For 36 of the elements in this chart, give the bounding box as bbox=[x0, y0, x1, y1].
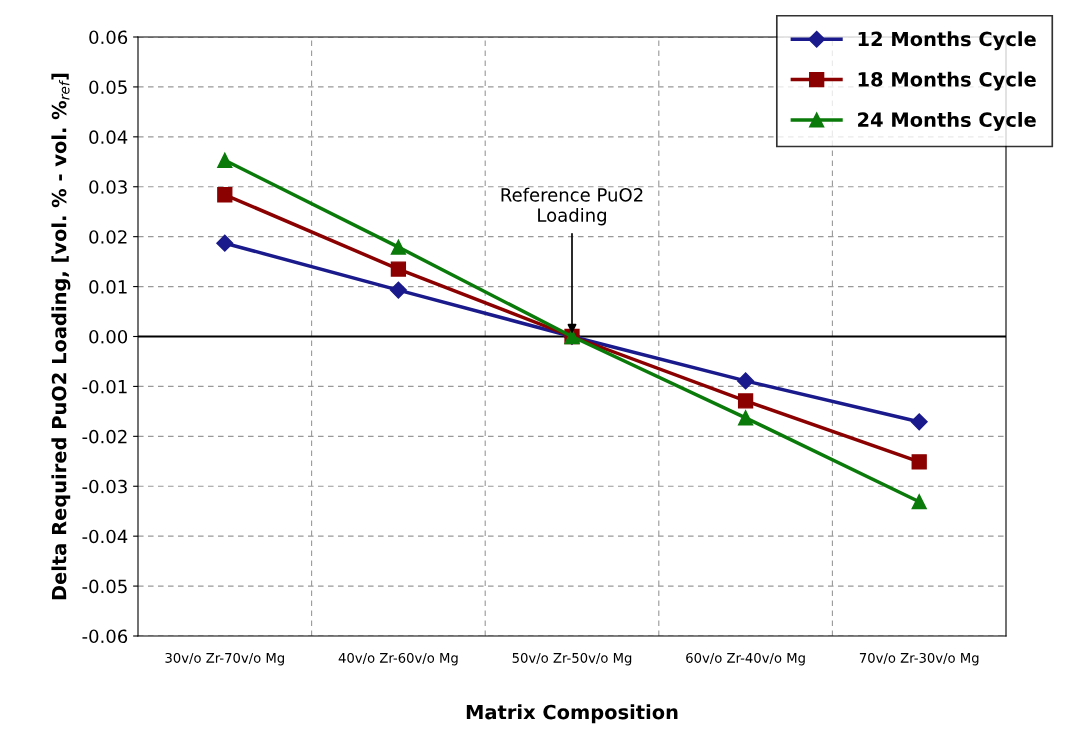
y-axis-title: Delta Required PuO2 Loading, [vol. % - vol. %$_{ref}$] bbox=[51, 73, 71, 600]
x-tick-label: 40v/o Zr-60v/o Mg bbox=[338, 652, 458, 666]
y-tick-label: -0.02 bbox=[82, 429, 127, 444]
y-tick-label: 0.02 bbox=[89, 230, 127, 244]
y-tick-label: 0.00 bbox=[89, 329, 128, 344]
point bbox=[216, 234, 234, 252]
y-tick-label: -0.04 bbox=[82, 529, 128, 544]
y-tick-label: -0.03 bbox=[82, 479, 127, 494]
y-tick-label: 0.01 bbox=[89, 280, 127, 294]
point bbox=[217, 187, 233, 203]
y-tick-label: -0.05 bbox=[82, 579, 127, 594]
x-tick-label: 70v/o Zr-30v/o Mg bbox=[859, 652, 979, 666]
point bbox=[737, 410, 754, 426]
x-tick-label: 30v/o Zr-70v/o Mg bbox=[165, 652, 284, 666]
point bbox=[911, 454, 927, 470]
y-tick-label: 0.06 bbox=[89, 30, 128, 45]
point bbox=[390, 261, 407, 277]
y-tick-label: 0.04 bbox=[89, 130, 128, 144]
y-tick-label: 0.03 bbox=[89, 180, 127, 194]
x-tick-label: 50v/o Zr-50v/o Mg bbox=[512, 652, 632, 666]
point bbox=[911, 494, 927, 510]
legend-label: 12 Months Cycle bbox=[858, 31, 1036, 51]
legend-label: 18 Months Cycle bbox=[858, 71, 1036, 91]
x-axis-title: Matrix Composition bbox=[466, 704, 678, 724]
point bbox=[737, 393, 754, 409]
point bbox=[217, 152, 233, 168]
y-tick-label: -0.06 bbox=[82, 629, 128, 644]
legend-label: 24 Months Cycle bbox=[858, 112, 1036, 131]
point bbox=[737, 372, 755, 390]
point bbox=[390, 239, 407, 255]
annotation: Reference PuO2 Loading bbox=[501, 187, 643, 226]
y-tick-label: -0.01 bbox=[82, 379, 127, 394]
point bbox=[389, 281, 407, 299]
y-tick-label: 0.05 bbox=[89, 80, 127, 95]
x-tick-label: 60v/o Zr-40v/o Mg bbox=[686, 652, 805, 666]
point bbox=[910, 413, 928, 431]
